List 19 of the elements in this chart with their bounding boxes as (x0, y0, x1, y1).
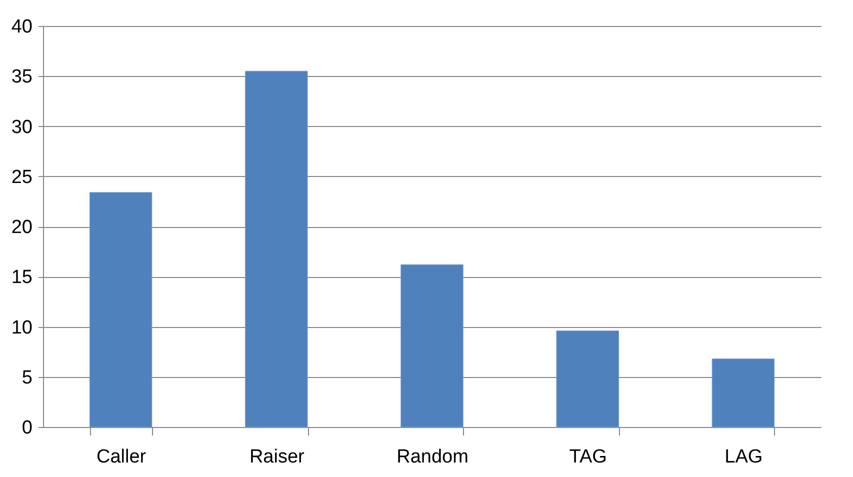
y-tick-label: 40 (11, 16, 32, 38)
bar (400, 264, 464, 428)
y-tick-label: 15 (11, 267, 32, 288)
y-tick-label: 25 (11, 166, 32, 188)
x-tick-label: Raiser (249, 446, 306, 468)
y-tick-label: 30 (11, 116, 32, 138)
x-tick-label: Random (396, 446, 468, 468)
bar (89, 192, 152, 428)
x-tick-label: Caller (96, 446, 147, 468)
x-tick-label: TAG (569, 446, 607, 468)
bar (245, 70, 308, 428)
bar (712, 358, 775, 428)
y-tick-label: 0 (22, 418, 32, 438)
y-tick-label: 5 (22, 367, 32, 388)
bar (556, 330, 619, 428)
y-tick-label: 10 (11, 317, 32, 338)
y-tick-label: 20 (11, 217, 32, 238)
y-tick-label: 35 (11, 66, 32, 88)
x-tick-label: LAG (724, 446, 763, 468)
